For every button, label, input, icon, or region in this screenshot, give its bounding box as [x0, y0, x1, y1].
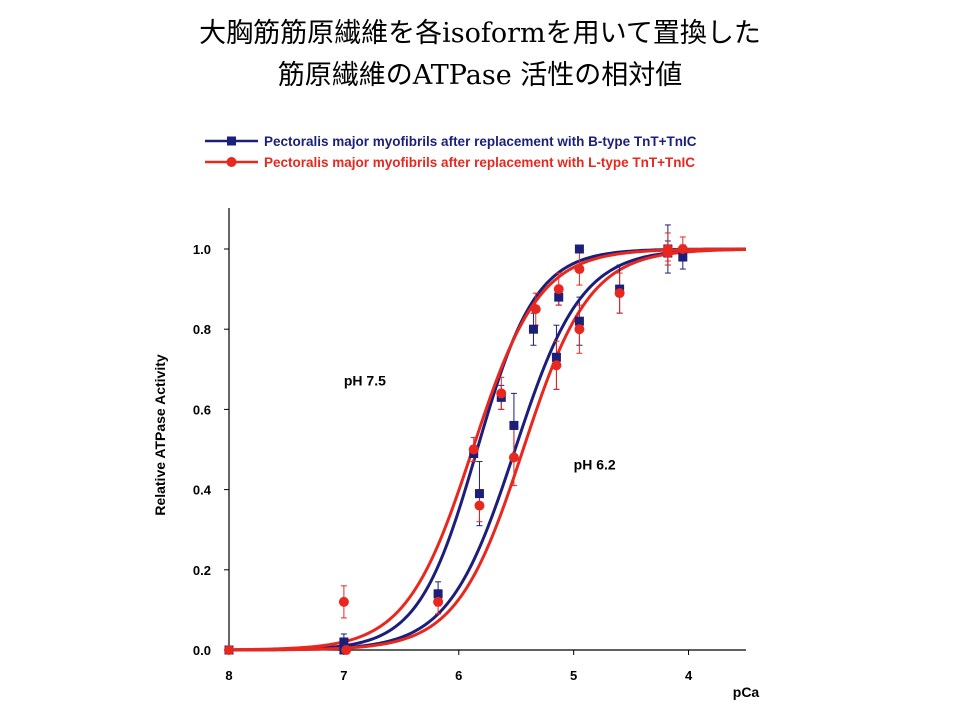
- legend-marker-square: [227, 136, 236, 146]
- data-point-circle: [574, 324, 585, 335]
- fit-curve-b-type-ph7-5: [229, 247, 747, 652]
- data-point-circle: [614, 288, 625, 299]
- data-point-square: [433, 589, 443, 599]
- data-point-square: [678, 252, 688, 262]
- y-axis-label: Relative ATPase Activity: [152, 354, 168, 516]
- data-point-circle: [553, 284, 564, 295]
- data-point-square: [551, 352, 561, 362]
- data-point-circle: [224, 645, 234, 655]
- data-point-square: [574, 244, 584, 254]
- data-point-square: [554, 292, 564, 302]
- x-tick-label: 4: [685, 668, 693, 683]
- data-point-circle: [341, 645, 352, 655]
- slide-title-line-2: 筋原繊維のATPase 活性の相対値: [277, 60, 683, 91]
- data-point-circle: [551, 360, 562, 371]
- data-point-square: [474, 489, 484, 499]
- x-axis-label: pCa: [733, 684, 760, 700]
- legend-label: Pectoralis major myofibrils after replac…: [264, 155, 695, 170]
- data-point-circle: [508, 452, 519, 463]
- data-point-circle: [474, 500, 485, 511]
- data-markers: [224, 244, 688, 655]
- fit-curve-l-type-ph7-5: [228, 247, 747, 652]
- data-point-circle: [530, 304, 541, 315]
- x-tick-label: 6: [455, 668, 462, 683]
- data-point-circle: [574, 264, 585, 275]
- annotation-label: pH 7.5: [344, 372, 386, 388]
- fit-curve-b-type-ph6-2: [228, 247, 747, 652]
- data-point-circle: [433, 596, 444, 607]
- annotation-label: pH 6.2: [574, 457, 616, 473]
- x-tick-label: 5: [570, 668, 577, 683]
- x-tick-label: 7: [340, 668, 347, 683]
- y-tick-label: 0.0: [193, 643, 211, 658]
- data-point-circle: [338, 596, 349, 607]
- fit-curve-l-type-ph6-2: [229, 247, 747, 652]
- y-tick-label: 1.0: [193, 242, 211, 257]
- data-point-circle: [662, 248, 673, 259]
- data-point-circle: [468, 444, 479, 455]
- data-point-square: [574, 316, 584, 326]
- data-point-square: [339, 637, 349, 647]
- data-point-square: [509, 420, 519, 430]
- y-tick-label: 0.8: [193, 322, 211, 337]
- slide-title-line-1: 大胸筋筋原繊維を各isoformを用いて置換した: [199, 18, 761, 49]
- data-point-circle: [496, 388, 507, 399]
- chart-annotations: pH 7.5 pH 6.2: [344, 372, 616, 472]
- legend-label: Pectoralis major myofibrils after replac…: [264, 134, 697, 149]
- legend-marker-circle: [226, 157, 237, 167]
- y-tick-label: 0.6: [193, 402, 211, 417]
- fit-curves: [228, 247, 747, 652]
- x-tick-label: 8: [225, 668, 232, 683]
- y-tick-label: 0.4: [193, 483, 212, 498]
- data-point-circle: [677, 244, 688, 254]
- y-tick-label: 0.2: [193, 563, 211, 578]
- chart-legend: Pectoralis major myofibrils after replac…: [205, 134, 697, 170]
- data-point-square: [528, 324, 538, 334]
- chart-axes: 8 7 6 5 4 0.0 0.2 0.4 0.6 0.8 1.0 pCa Relative ATPas…: [152, 208, 759, 700]
